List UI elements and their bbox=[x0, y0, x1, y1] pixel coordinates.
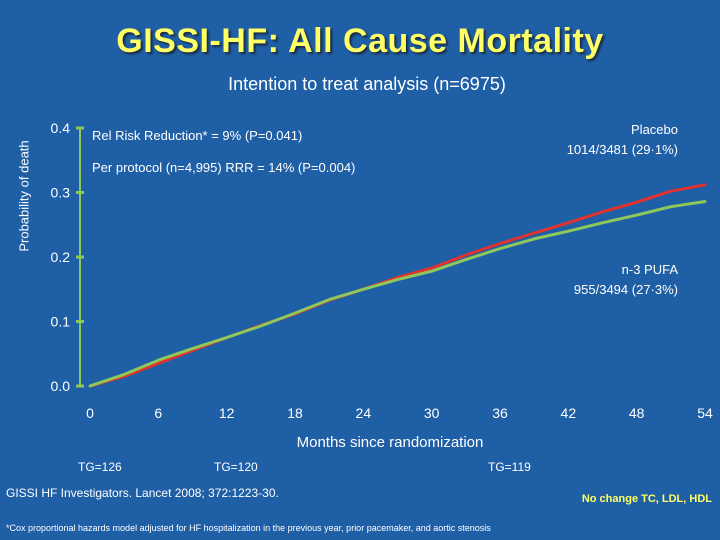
pufa-line bbox=[88, 200, 707, 388]
x-tick-label: 24 bbox=[356, 405, 372, 421]
pufa-legend: n-3 PUFA 955/3494 (27·3%) bbox=[574, 260, 678, 300]
x-tick-label: 36 bbox=[492, 405, 508, 421]
pufa-label: n-3 PUFA bbox=[621, 262, 678, 277]
slide-title: GISSI-HF: All Cause Mortality bbox=[116, 22, 604, 60]
rrr-annotation: Rel Risk Reduction* = 9% (P=0.041) bbox=[92, 128, 303, 143]
y-tick-label: 0.1 bbox=[51, 314, 71, 330]
placebo-legend: Placebo 1014/3481 (29·1%) bbox=[567, 120, 678, 160]
y-tick-label: 0.2 bbox=[51, 249, 71, 265]
x-tick-label: 54 bbox=[697, 405, 713, 421]
tg-label: TG=119 bbox=[488, 460, 531, 474]
y-tick-label: 0.4 bbox=[51, 120, 71, 136]
pufa-stats: 955/3494 (27·3%) bbox=[573, 282, 678, 297]
per-protocol-annotation: Per protocol (n=4,995) RRR = 14% (P=0.00… bbox=[92, 160, 356, 175]
y-tick-label: 0.0 bbox=[51, 378, 71, 394]
reference-citation: GISSI HF Investigators. Lancet 2008; 372… bbox=[6, 486, 279, 500]
tg-label: TG=126 bbox=[78, 460, 122, 474]
placebo-stats: 1014/3481 (29·1%) bbox=[566, 142, 678, 157]
y-tick-label: 0.3 bbox=[51, 185, 71, 201]
x-axis-label: Months since randomization bbox=[296, 434, 484, 451]
tg-label: TG=120 bbox=[214, 460, 258, 474]
x-tick-label: 6 bbox=[154, 405, 162, 421]
x-tick-label: 12 bbox=[219, 405, 235, 421]
x-tick-label: 30 bbox=[424, 405, 440, 421]
footnote: *Cox proportional hazards model adjusted… bbox=[6, 523, 491, 533]
slide-subtitle: Intention to treat analysis (n=6975) bbox=[228, 74, 506, 94]
x-tick-label: 42 bbox=[561, 405, 577, 421]
no-change-note: No change TC, LDL, HDL bbox=[581, 493, 712, 505]
placebo-label: Placebo bbox=[631, 122, 678, 137]
x-tick-label: 18 bbox=[287, 405, 303, 421]
x-tick-label: 0 bbox=[86, 405, 94, 421]
x-tick-label: 48 bbox=[629, 405, 645, 421]
placebo-line bbox=[88, 183, 707, 388]
